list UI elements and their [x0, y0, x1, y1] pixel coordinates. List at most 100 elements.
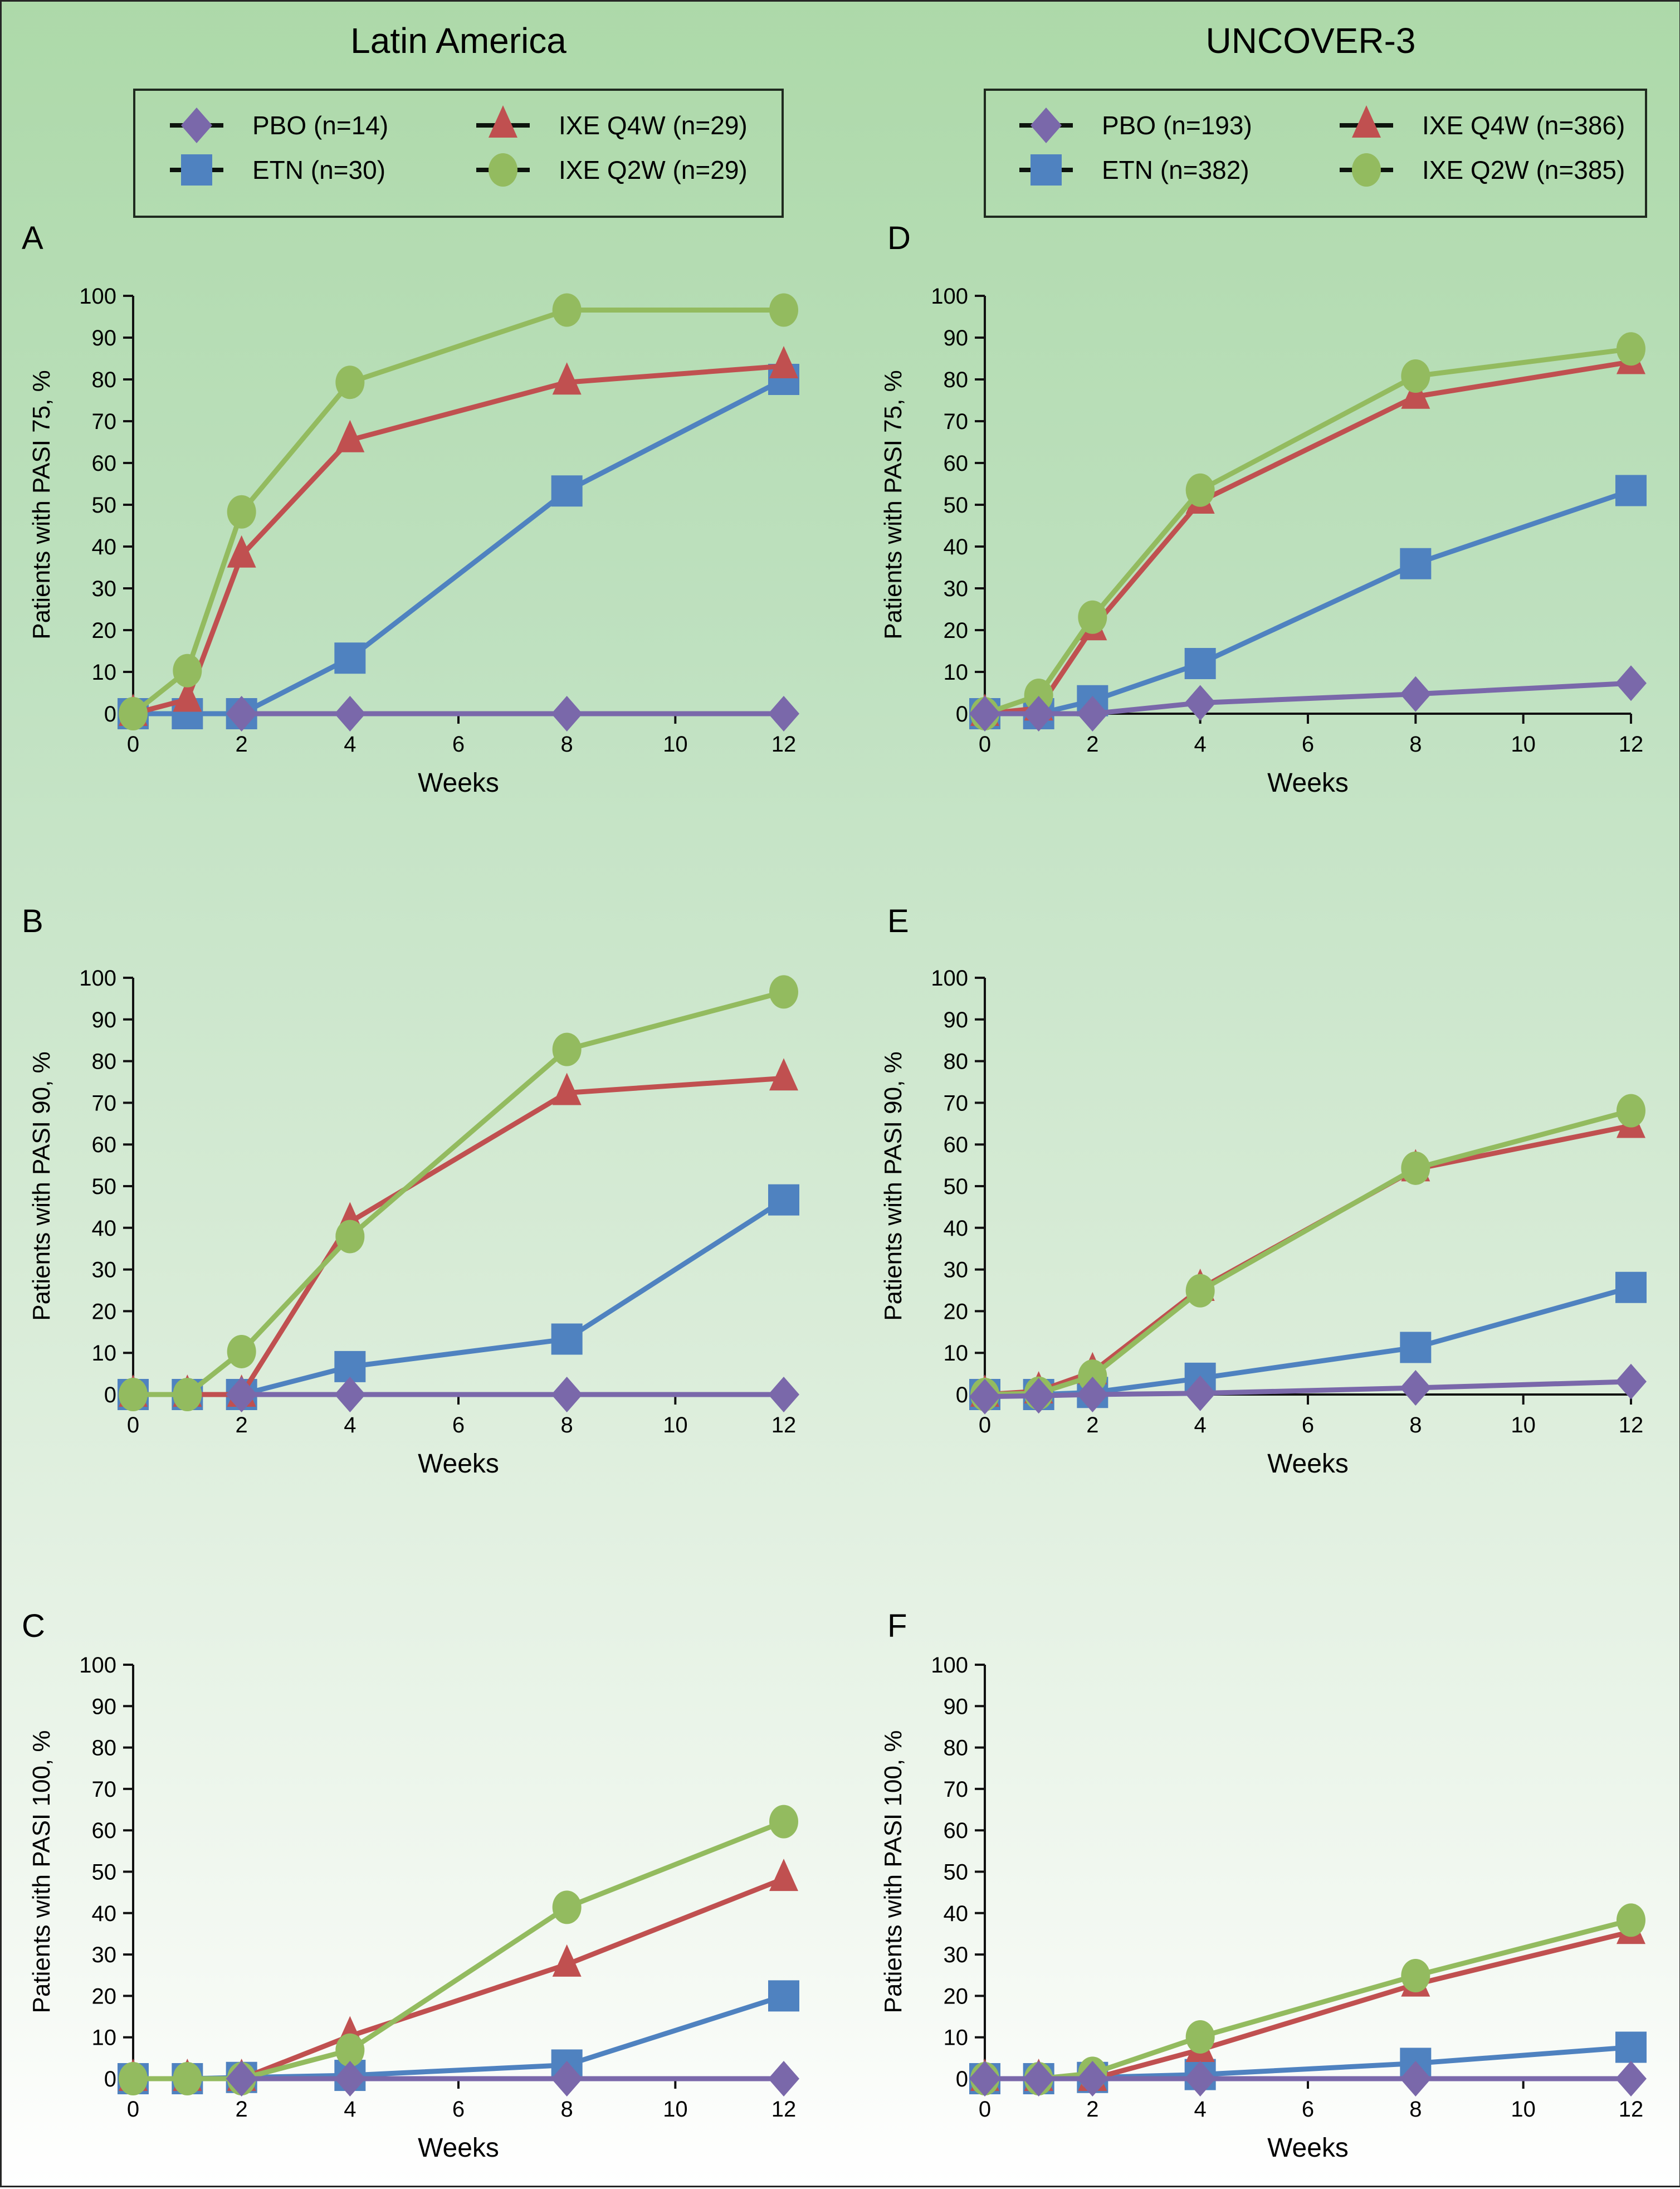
panel-letter: D [887, 220, 911, 256]
panel-letter: F [887, 1608, 907, 1644]
series-q4w [970, 1912, 1645, 2091]
data-point [1615, 2031, 1647, 2063]
data-point [769, 975, 798, 1009]
y-axis-label: Patients with PASI 75, % [28, 370, 55, 639]
data-point [769, 1859, 798, 1891]
data-point [769, 1058, 798, 1091]
y-tick-label: 20 [944, 1299, 969, 1324]
x-axis-label: Weeks [1267, 2133, 1349, 2163]
series-etn [118, 364, 799, 729]
y-tick-label: 10 [92, 1341, 117, 1366]
legend-triangle-icon [489, 105, 517, 138]
y-tick-label: 70 [92, 1091, 117, 1115]
series-line [984, 359, 1632, 716]
series-line [133, 1197, 785, 1397]
y-tick-label: 10 [944, 660, 969, 685]
series-line [133, 1819, 785, 2081]
y-tick-label: 0 [104, 702, 116, 727]
data-point [1078, 1359, 1107, 1393]
x-tick-label: 4 [1194, 1413, 1207, 1437]
x-tick-label: 2 [1086, 732, 1098, 757]
y-tick-label: 60 [92, 1819, 117, 1843]
data-point [335, 1220, 365, 1254]
data-point [119, 697, 148, 730]
data-point [551, 2061, 583, 2097]
data-point [227, 1334, 256, 1368]
y-tick-label: 90 [92, 1008, 117, 1032]
y-tick-label: 50 [944, 1174, 969, 1199]
legend-square-icon [1031, 154, 1062, 186]
data-point [768, 696, 799, 732]
panel-a: A 0 10 20 30 40 50 60 70 80 90 100 0 2 4 6 8 10 12 Weeks Pat… [22, 220, 799, 798]
x-tick-label: 8 [1409, 732, 1422, 757]
series-pbo [226, 1377, 799, 1412]
y-tick-label: 70 [92, 1777, 117, 1802]
x-axis-label: Weeks [1267, 1449, 1349, 1479]
y-tick-label: 60 [944, 451, 969, 476]
y-tick-label: 30 [944, 1943, 969, 1967]
y-tick-label: 70 [944, 1091, 969, 1115]
y-tick-label: 0 [956, 1383, 968, 1407]
x-tick-label: 12 [771, 2097, 797, 2122]
y-axis-label: Patients with PASI 100, % [28, 1730, 55, 2014]
legend-diamond-icon [181, 108, 212, 143]
x-tick-label: 2 [236, 2097, 248, 2122]
y-tick-label: 40 [944, 1216, 969, 1241]
legend-diamond-icon [1031, 108, 1062, 143]
y-tick-label: 60 [92, 1133, 117, 1157]
data-point [551, 475, 583, 507]
data-point [1184, 648, 1216, 679]
data-point [768, 1377, 799, 1412]
data-point [173, 679, 202, 712]
series-etn [118, 1184, 799, 1410]
legend-label: IXE Q4W (n=29) [559, 111, 748, 140]
data-point [1400, 548, 1432, 579]
y-tick-label: 0 [956, 702, 968, 727]
series-q2w [119, 975, 798, 1411]
data-point [552, 362, 582, 395]
data-point [768, 2061, 799, 2097]
y-tick-label: 20 [92, 1299, 117, 1324]
y-tick-label: 60 [92, 451, 117, 476]
data-point [1185, 473, 1215, 507]
y-tick-label: 50 [92, 1174, 117, 1199]
panel-f: F 0 10 20 30 40 50 60 70 80 90 100 0 2 4 6 8 10 12 Weeks Pat… [880, 1608, 1647, 2163]
y-tick-label: 40 [944, 535, 969, 559]
legend-label: IXE Q2W (n=385) [1422, 155, 1625, 184]
x-tick-label: 10 [663, 1413, 688, 1437]
panel-e: E 0 10 20 30 40 50 60 70 80 90 100 0 2 4 6 8 10 12 Weeks Pat… [880, 903, 1647, 1479]
series-line [984, 346, 1632, 716]
x-tick-label: 2 [236, 1413, 248, 1437]
data-point [335, 2033, 365, 2067]
y-tick-label: 0 [104, 2067, 116, 2092]
data-point [768, 1980, 799, 2012]
x-tick-label: 0 [127, 1413, 139, 1437]
y-tick-label: 30 [944, 1258, 969, 1283]
y-tick-label: 0 [956, 2067, 968, 2092]
data-point [769, 293, 798, 327]
x-tick-label: 4 [344, 732, 356, 757]
data-point [226, 2061, 257, 2097]
series-pbo [969, 2061, 1647, 2097]
x-tick-label: 12 [1619, 732, 1644, 757]
panel-d: D 0 10 20 30 40 50 60 70 80 90 100 0 2 4 6 8 10 12 Weeks Pat… [880, 220, 1647, 798]
series-line [984, 1123, 1632, 1397]
legend-circle-icon [489, 153, 517, 187]
data-point [227, 535, 256, 568]
y-tick-label: 70 [92, 409, 117, 434]
data-point [768, 1184, 799, 1216]
legend-square-icon [181, 154, 212, 186]
y-tick-label: 80 [944, 1736, 969, 1761]
y-tick-label: 10 [92, 660, 117, 685]
x-tick-label: 8 [561, 732, 573, 757]
legend-latin-america: PBO (n=14) ETN (n=30) IXE Q4W (n=29) IXE Q2… [133, 89, 784, 218]
series-etn [969, 475, 1647, 729]
legend-item-q2w: IXE Q2W (n=385) [1340, 153, 1625, 187]
y-tick-label: 50 [944, 493, 969, 518]
series-line [133, 989, 785, 1397]
y-tick-label: 70 [944, 409, 969, 434]
y-tick-label: 20 [944, 618, 969, 643]
data-point [1077, 696, 1108, 732]
legend-label: ETN (n=30) [252, 155, 385, 184]
